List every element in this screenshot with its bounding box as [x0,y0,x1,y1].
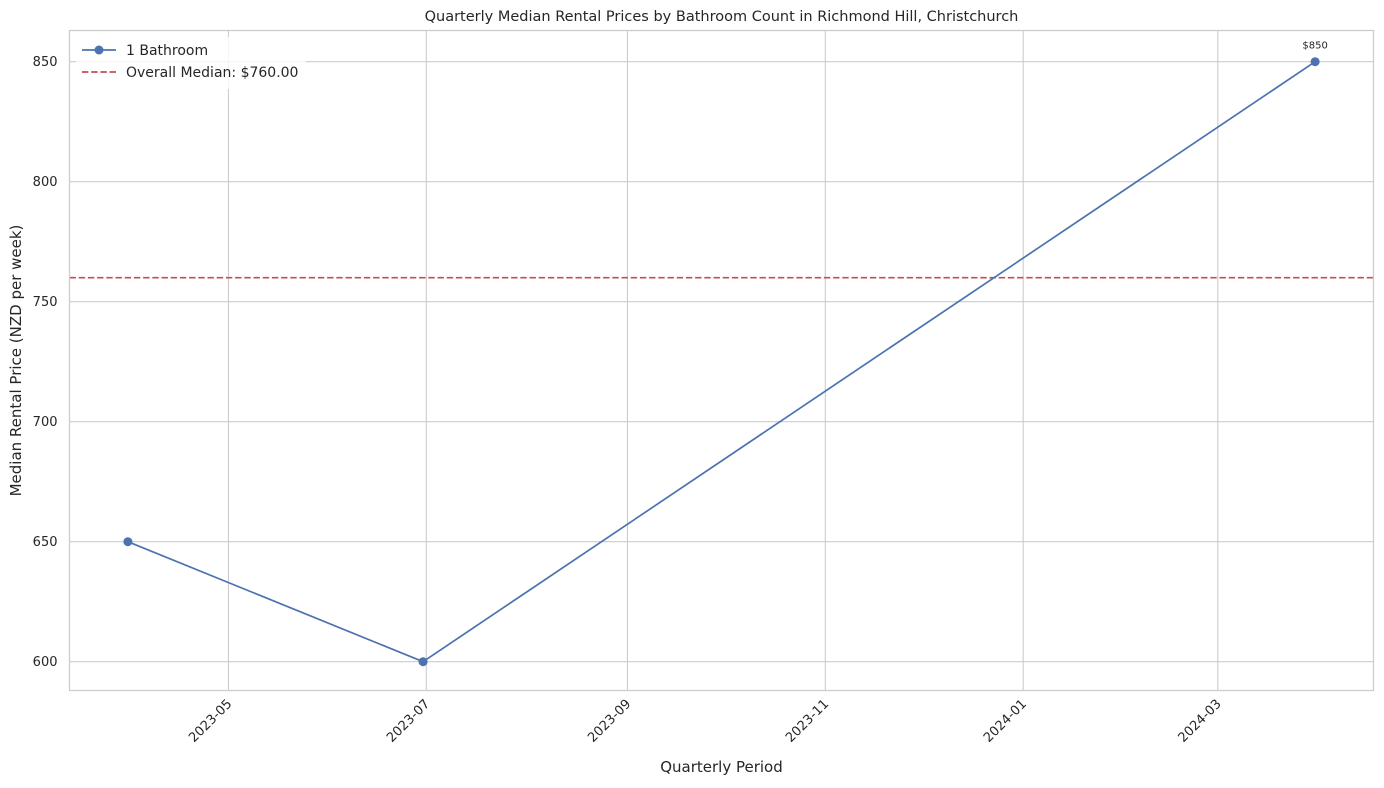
data-point [418,657,428,667]
data-label: $850 [1302,41,1327,52]
y-tick-label: 700 [33,415,58,430]
y-tick-label: 750 [33,295,58,310]
plot-frame [68,29,1375,692]
x-tick-labels: 2023-05 2023-07 2023-09 2023-11 2024-01 2024-… [186,697,1224,746]
legend-label-series: 1 Bathroom [126,43,208,59]
y-tick-labels: 600 650 700 750 800 850 [33,55,58,670]
x-axis-title: Quarterly Period [660,758,783,776]
y-tick-label: 650 [33,535,58,550]
x-tick-label: 2024-01 [981,697,1030,746]
legend-marker-swatch [94,45,104,55]
x-tick-label: 2023-11 [783,697,832,746]
x-tick-label: 2024-03 [1176,697,1225,746]
x-tick-label: 2023-07 [384,697,433,746]
y-tick-label: 600 [33,655,58,670]
data-point [123,537,133,547]
x-tick-label: 2023-09 [585,697,634,746]
chart-title: Quarterly Median Rental Prices by Bathro… [425,9,1019,25]
x-tick-label: 2023-05 [186,697,235,746]
plot-background [69,30,1374,691]
legend: 1 Bathroom Overall Median: $760.00 [76,37,306,89]
y-axis-title: Median Rental Price (NZD per week) [7,225,25,497]
data-point [1310,57,1320,67]
y-tick-label: 800 [33,175,58,190]
legend-box [76,37,306,89]
series-layer [123,57,1320,667]
legend-label-reference: Overall Median: $760.00 [126,65,298,81]
y-tick-label: 850 [33,55,58,70]
annotations: $850 [1302,41,1327,52]
